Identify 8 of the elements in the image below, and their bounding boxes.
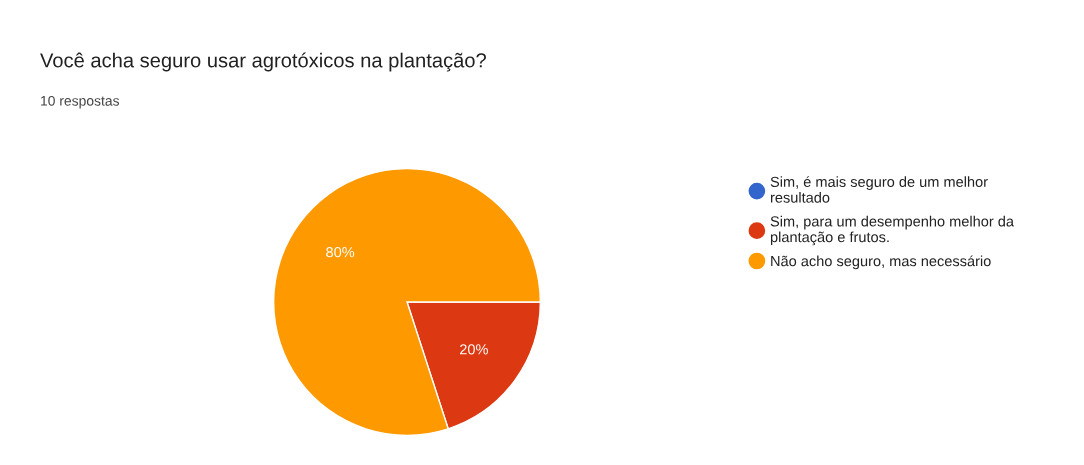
- pie-slice: [272, 167, 542, 437]
- legend-label: Sim, para um desempenho melhor da plantação e frutos.: [770, 215, 1014, 246]
- legend-label: Sim, é mais seguro de um melhor resultado: [770, 176, 988, 203]
- chart-title: Você acha seguro usar agrotóxicos na plantação?: [40, 52, 486, 72]
- data-label: 80%: [326, 247, 355, 258]
- text: 10 respostas: [41, 95, 120, 109]
- legend-label: Não acho seguro, mas necessário: [771, 255, 991, 270]
- data-label: 20%: [460, 344, 488, 355]
